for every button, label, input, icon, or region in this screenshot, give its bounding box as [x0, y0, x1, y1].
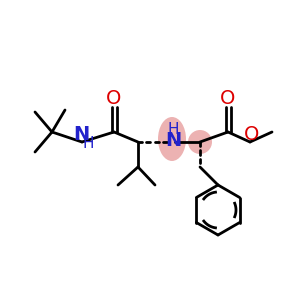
- Text: O: O: [220, 89, 236, 109]
- Text: O: O: [106, 89, 122, 109]
- Text: H: H: [82, 136, 94, 152]
- Text: O: O: [244, 124, 260, 143]
- Text: H: H: [167, 122, 179, 137]
- Ellipse shape: [188, 130, 212, 154]
- Ellipse shape: [158, 117, 186, 161]
- Text: N: N: [73, 124, 89, 143]
- Text: N: N: [165, 131, 181, 151]
